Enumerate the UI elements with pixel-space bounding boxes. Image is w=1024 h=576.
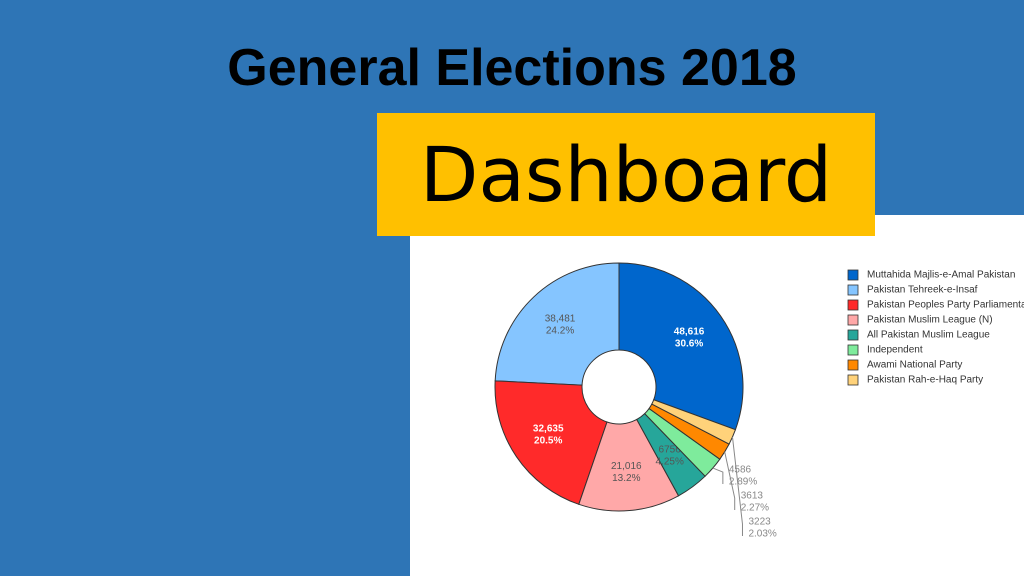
legend-label: Pakistan Peoples Party Parliamentarians (867, 300, 1024, 311)
legend-label: All Pakistan Muslim League (867, 330, 990, 341)
percent-label: 2.27% (741, 503, 769, 514)
legend-swatch (847, 269, 859, 281)
percent-label: 2.89% (729, 477, 757, 488)
legend-swatch (847, 344, 859, 356)
leader-line (724, 451, 736, 511)
legend-label: Pakistan Rah-e-Haq Party (867, 375, 983, 386)
legend-swatch (847, 329, 859, 341)
pie-slice (636, 412, 706, 497)
pie-slice (651, 399, 737, 445)
percent-label: 4.25% (655, 457, 683, 468)
legend-swatch (847, 374, 859, 386)
value-label: 3223 (748, 517, 771, 528)
percent-label: 20.5% (534, 436, 562, 447)
legend-swatch (847, 284, 859, 296)
legend-swatch (847, 359, 859, 371)
pie-slice (494, 380, 608, 505)
percent-label: 30.6% (675, 339, 703, 350)
leader-line (712, 467, 724, 485)
value-label: 21,016 (611, 461, 642, 472)
value-label: 6756 (659, 445, 682, 456)
legend-label: Pakistan Tehreek-e-Insaf (867, 285, 978, 296)
legend-label: Independent (867, 345, 923, 356)
percent-label: 13.2% (612, 473, 640, 484)
subtitle: Dashboard (419, 130, 833, 219)
percent-label: 2.03% (748, 529, 776, 540)
value-label: 38,481 (545, 314, 576, 325)
pie-slice (578, 418, 680, 512)
legend-label: Awami National Party (867, 360, 962, 371)
pie-slice (618, 262, 744, 431)
legend-label: Muttahida Majlis-e-Amal Pakistan (867, 270, 1015, 281)
title: General Elections 2018 (227, 39, 797, 97)
value-label: 32,635 (533, 424, 564, 435)
value-label: 4586 (729, 465, 752, 476)
percent-label: 24.2% (546, 326, 574, 337)
pie-slice (643, 407, 721, 477)
leader-line (731, 436, 743, 537)
legend-swatch (847, 299, 859, 311)
subtitle-box (377, 113, 875, 236)
value-label: 3613 (741, 491, 764, 502)
legend-label: Pakistan Muslim League (N) (867, 315, 993, 326)
value-label: 48,616 (674, 327, 705, 338)
legend-swatch (847, 314, 859, 326)
pie-slice (494, 262, 620, 386)
